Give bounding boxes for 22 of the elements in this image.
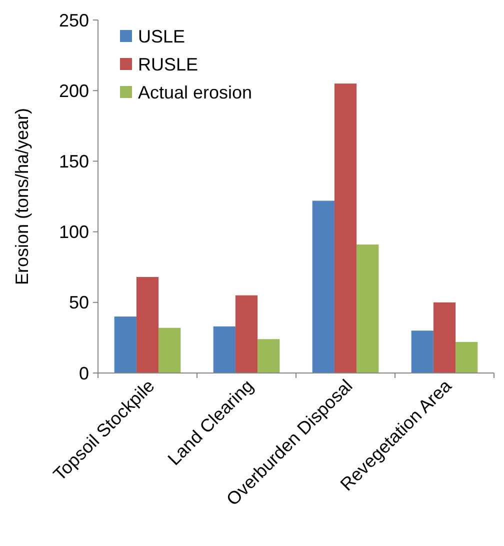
bar: [213, 326, 236, 373]
bar: [433, 302, 456, 373]
bar: [136, 276, 159, 373]
y-tick-label: 250: [58, 10, 89, 30]
bar: [258, 339, 280, 373]
bar: [312, 200, 334, 373]
bar: [334, 84, 357, 373]
bar: [158, 328, 181, 373]
bar: [235, 295, 258, 373]
y-tick-label: 0: [78, 363, 89, 384]
bar: [456, 342, 478, 373]
legend-label: RUSLE: [138, 54, 198, 74]
y-tick-label: 200: [58, 80, 89, 101]
y-tick-label: 150: [58, 152, 89, 172]
bar: [411, 330, 434, 373]
y-tick-label: 100: [58, 222, 89, 242]
bar: [114, 316, 136, 373]
y-axis-title: Erosion (tons/ha/year): [12, 108, 32, 286]
y-tick-label: 50: [68, 292, 89, 313]
bar: [356, 244, 379, 373]
legend-label: USLE: [138, 26, 186, 46]
legend-label: Actual erosion: [138, 82, 252, 102]
